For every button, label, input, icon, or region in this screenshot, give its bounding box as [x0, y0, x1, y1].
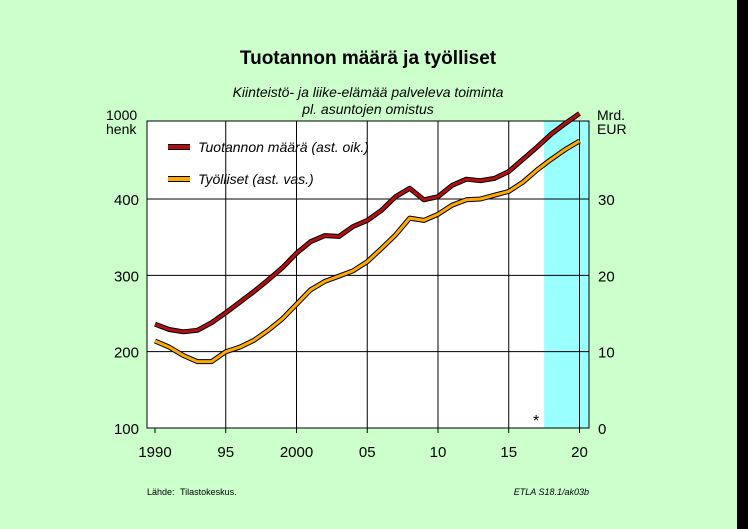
left-tick-label: 400 — [114, 192, 139, 209]
right-tick-label: 0 — [598, 421, 606, 438]
series-line-1 — [154, 139, 581, 364]
left-axis-unit-2: henk — [106, 121, 137, 137]
plot-area — [147, 121, 589, 428]
plot-frame — [146, 120, 590, 429]
source-label: Lähde: — [147, 487, 175, 497]
axis-ticks: 100 200 300 400 0 10 20 30 1990 95 2000 05 10 15 20 — [114, 192, 615, 461]
right-tick-label: 10 — [598, 345, 615, 362]
left-tick-label: 100 — [114, 421, 139, 438]
x-tick-label: 2000 — [280, 444, 313, 461]
series-line-0 — [154, 112, 581, 334]
left-axis-unit-1: 1000 — [106, 107, 137, 123]
x-tick-label: 15 — [500, 444, 517, 461]
left-tick-label: 300 — [114, 268, 139, 285]
x-tick-label: 1990 — [138, 444, 171, 461]
chart-title: Tuotannon määrä ja työlliset — [240, 48, 497, 69]
x-tick-label: 10 — [430, 444, 447, 461]
right-tick-label: 30 — [598, 192, 615, 209]
legend-label-employed: Työlliset (ast. vas.) — [198, 171, 314, 187]
series-layer — [154, 111, 581, 365]
x-tick-label: 20 — [571, 444, 588, 461]
legend: Tuotannon määrä (ast. oik.) Työlliset (a… — [168, 139, 369, 187]
left-tick-label: 200 — [114, 345, 139, 362]
chart-code: ETLA S18.1/ak03b — [514, 487, 589, 497]
x-tick-label: 95 — [217, 444, 234, 461]
grid-lines — [147, 121, 589, 428]
legend-label-production: Tuotannon määrä (ast. oik.) — [198, 139, 369, 155]
right-axis-unit-2: EUR — [597, 121, 627, 137]
forecast-band — [544, 121, 589, 428]
source-value: Tilastokeskus. — [180, 487, 237, 497]
forecast-marker: * — [533, 413, 539, 430]
chart-subtitle-line1: Kiinteistö- ja liike-elämää palveleva to… — [233, 84, 504, 100]
x-tick-label: 05 — [359, 444, 376, 461]
right-axis-unit-1: Mrd. — [597, 107, 625, 123]
right-tick-label: 20 — [598, 268, 615, 285]
chart-subtitle-line2: pl. asuntojen omistus — [301, 101, 434, 117]
